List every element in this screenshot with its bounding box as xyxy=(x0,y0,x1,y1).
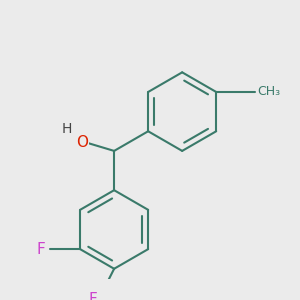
Text: F: F xyxy=(89,292,98,300)
Text: F: F xyxy=(36,242,45,256)
Text: H: H xyxy=(62,122,72,136)
Text: CH₃: CH₃ xyxy=(257,85,280,98)
Text: O: O xyxy=(76,135,88,150)
